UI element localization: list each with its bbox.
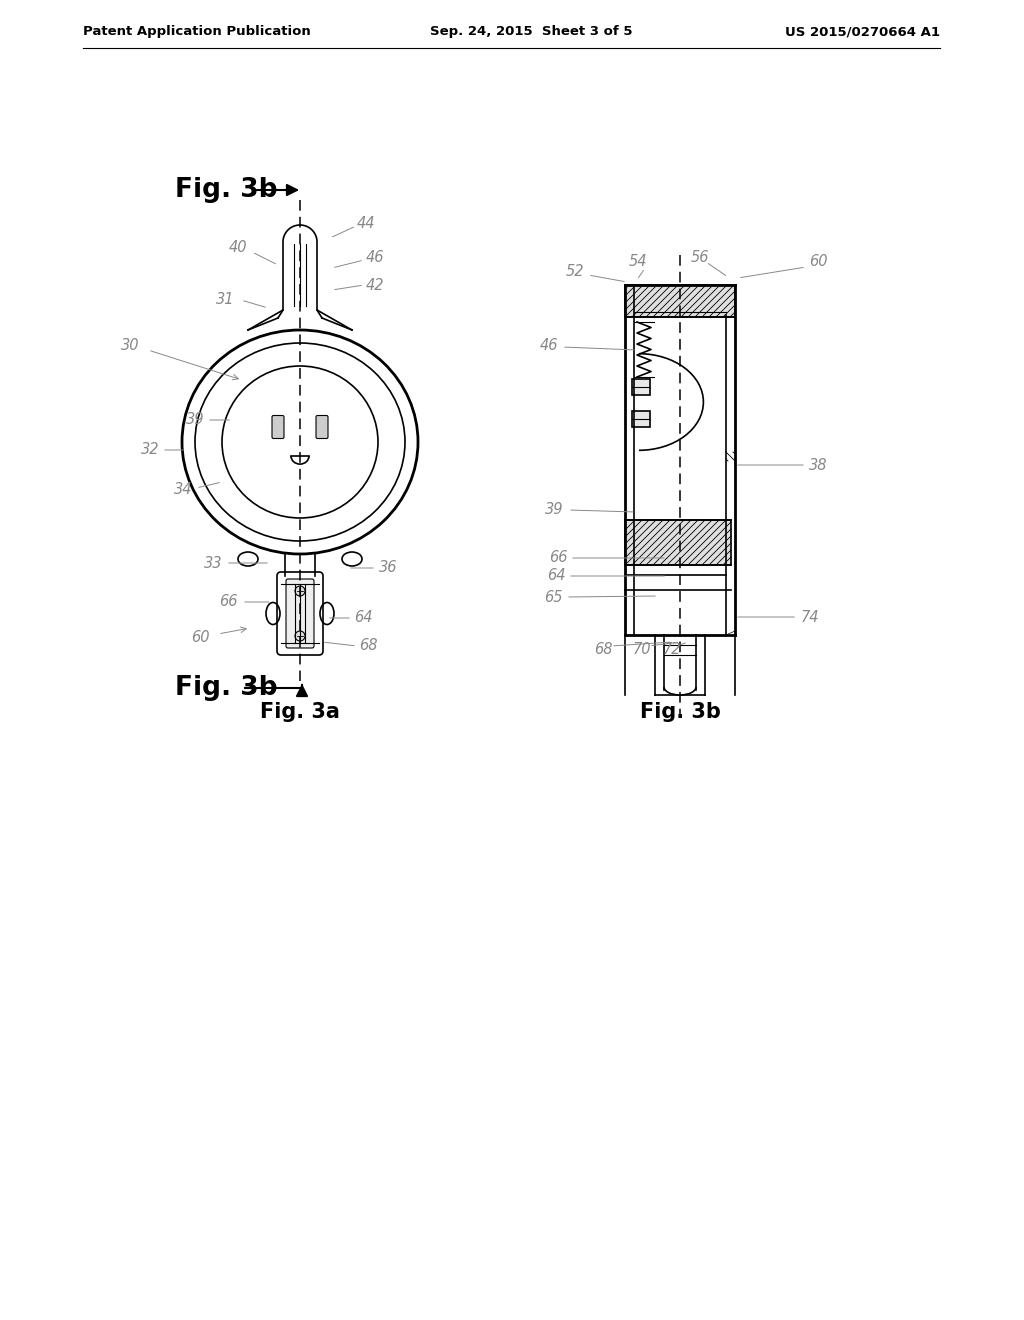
- Text: 60: 60: [190, 630, 209, 644]
- Text: 66: 66: [549, 550, 567, 565]
- Text: 68: 68: [594, 642, 612, 656]
- Text: 74: 74: [801, 610, 819, 624]
- Text: 46: 46: [366, 251, 384, 265]
- Bar: [625, 285, 735, 317]
- Text: Sep. 24, 2015  Sheet 3 of 5: Sep. 24, 2015 Sheet 3 of 5: [430, 25, 633, 38]
- FancyBboxPatch shape: [316, 416, 328, 438]
- Bar: [632, 379, 650, 395]
- Text: 34: 34: [174, 483, 193, 498]
- Text: 65: 65: [544, 590, 562, 605]
- Text: 56: 56: [691, 249, 710, 264]
- Text: 42: 42: [366, 277, 384, 293]
- Text: Fig. 3a: Fig. 3a: [260, 702, 340, 722]
- FancyBboxPatch shape: [286, 579, 314, 648]
- Text: 54: 54: [629, 255, 647, 269]
- Text: 40: 40: [228, 240, 247, 256]
- Text: Patent Application Publication: Patent Application Publication: [83, 25, 310, 38]
- Ellipse shape: [222, 366, 378, 517]
- Text: 36: 36: [379, 561, 397, 576]
- Text: US 2015/0270664 A1: US 2015/0270664 A1: [785, 25, 940, 38]
- Text: Fig. 3b: Fig. 3b: [175, 675, 278, 701]
- Text: Fig. 3b: Fig. 3b: [640, 702, 721, 722]
- Text: 46: 46: [540, 338, 558, 352]
- FancyBboxPatch shape: [272, 416, 284, 438]
- FancyBboxPatch shape: [278, 572, 323, 655]
- Text: 70: 70: [633, 642, 651, 656]
- Circle shape: [295, 631, 305, 642]
- Bar: [632, 411, 650, 426]
- Text: 30: 30: [121, 338, 139, 352]
- Text: 52: 52: [565, 264, 585, 280]
- Text: 64: 64: [547, 569, 565, 583]
- Text: 33: 33: [204, 556, 222, 570]
- Text: 66: 66: [219, 594, 238, 610]
- Text: 31: 31: [216, 293, 234, 308]
- Circle shape: [295, 586, 305, 597]
- Text: 60: 60: [809, 255, 827, 269]
- Text: 68: 68: [358, 639, 377, 653]
- Text: 39: 39: [185, 412, 204, 428]
- Text: Fig. 3b: Fig. 3b: [175, 177, 278, 203]
- Text: 32: 32: [140, 442, 160, 458]
- Text: 44: 44: [356, 215, 375, 231]
- Text: 64: 64: [353, 610, 373, 626]
- Bar: [625, 520, 731, 565]
- Text: 38: 38: [809, 458, 827, 473]
- Text: 39: 39: [545, 503, 563, 517]
- Text: 72: 72: [663, 642, 681, 656]
